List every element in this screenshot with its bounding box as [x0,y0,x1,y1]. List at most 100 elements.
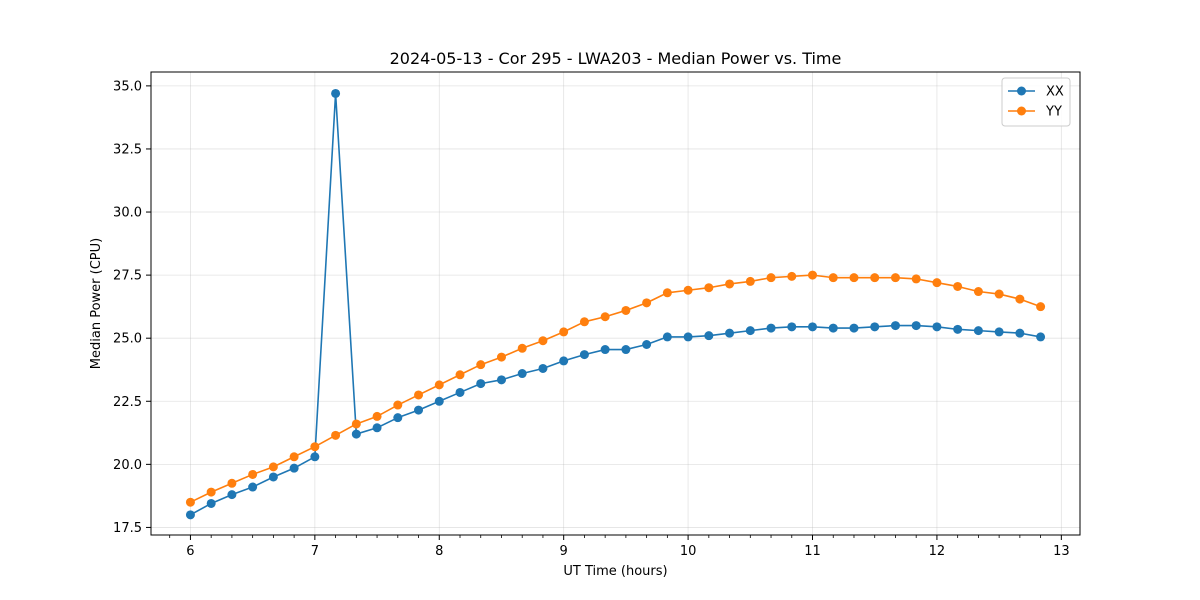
series-xx [185,88,1046,520]
series-yy-point [1036,302,1046,312]
legend-yy-marker [1017,106,1026,116]
series-xx-point [517,369,527,379]
series-xx-point [890,321,900,331]
series-yy-point [559,327,569,337]
series-xx-point [808,322,818,332]
series-yy-point [1015,294,1025,304]
y-tick-label: 27.5 [113,269,142,284]
x-tick-label: 12 [929,544,946,559]
series-xx-point [642,340,652,350]
series-yy-point [870,273,880,283]
series-xx-point [206,498,216,508]
y-tick-label: 35.0 [113,79,142,94]
series-xx-point [185,510,195,520]
series-group [185,88,1046,520]
series-xx-point [393,413,403,423]
series-yy [185,270,1046,507]
series-yy-point [642,298,652,308]
series-yy-point [248,469,258,479]
x-tick-label: 8 [435,544,443,559]
y-tick-label: 17.5 [113,521,142,536]
series-yy-point [289,452,299,462]
series-yy-point [725,279,735,289]
series-yy-point [745,276,755,286]
series-yy-point [310,442,320,452]
series-xx-point [351,429,361,439]
series-xx-point [476,379,486,389]
series-yy-point [911,274,921,284]
plot-frame [150,71,1081,536]
series-xx-point [268,472,278,482]
series-yy-point [621,305,631,315]
series-xx-point [600,345,610,355]
x-tick-label: 13 [1053,544,1070,559]
y-tick-label: 22.5 [113,395,142,410]
series-xx-point [372,423,382,433]
series-xx-point [227,490,237,500]
series-xx-point [725,328,735,338]
legend-xx-marker [1017,86,1026,96]
legend-xx-label: XX [1046,85,1064,100]
series-xx-point [973,326,983,336]
series-xx-point [1015,328,1025,338]
series-yy-point [414,390,424,400]
series-xx-point [496,375,506,385]
series-xx-point [414,405,424,415]
series-yy-point [890,273,900,283]
x-tick-label: 7 [311,544,319,559]
y-axis-label: Median Power (CPU) [89,238,104,369]
ticks: 6 7 8 9 10 11 12 13 17.5 20.0 22.5 25.0 27.5 30.0 32.5… [113,79,1070,559]
series-yy-point [600,312,610,322]
series-yy-point [849,273,859,283]
series-xx-point [662,332,672,342]
series-yy-point [268,462,278,472]
grid [151,72,1080,535]
series-xx-point [704,331,714,341]
series-yy-point [227,478,237,488]
x-tick-label: 10 [680,544,697,559]
series-yy-point [662,288,672,298]
chart-title: 2024-05-13 - Cor 295 - LWA203 - Median P… [390,49,842,68]
y-tick-label: 32.5 [113,142,142,157]
series-xx-point [849,323,859,333]
series-xx-point [538,363,548,373]
y-tick-label: 20.0 [113,458,142,473]
x-axis-label: UT Time (hours) [563,564,667,579]
series-xx-point [1036,332,1046,342]
y-tick-label: 25.0 [113,332,142,347]
series-yy-point [704,283,714,293]
series-yy-point [579,317,589,327]
legend-yy-label: YY [1045,105,1062,120]
series-yy-point [517,343,527,353]
series-xx-point [579,350,589,360]
series-xx-point [621,345,631,355]
series-yy-point [393,400,403,410]
series-xx-point [828,323,838,333]
series-xx-point [766,323,776,333]
series-yy-point [496,352,506,362]
series-yy-point [185,497,195,507]
series-xx-point [683,332,693,342]
y-tick-label: 30.0 [113,206,142,221]
series-yy-point [331,430,341,440]
series-yy-point [476,360,486,370]
series-yy-point [766,273,776,283]
series-yy-point [206,487,216,497]
x-tick-label: 9 [560,544,568,559]
series-yy-point [683,285,693,295]
series-xx-point [745,326,755,336]
series-yy-point [828,273,838,283]
series-xx-point [310,452,320,462]
series-xx-point [911,321,921,331]
series-xx-point [455,387,465,397]
series-yy-point [808,270,818,280]
series-xx-point [870,322,880,332]
series-yy-point [455,370,465,380]
series-yy-point [538,336,548,346]
series-xx-point [559,356,569,366]
series-yy-point [932,278,942,288]
series-xx-point [994,327,1004,337]
series-xx-point [331,88,341,98]
